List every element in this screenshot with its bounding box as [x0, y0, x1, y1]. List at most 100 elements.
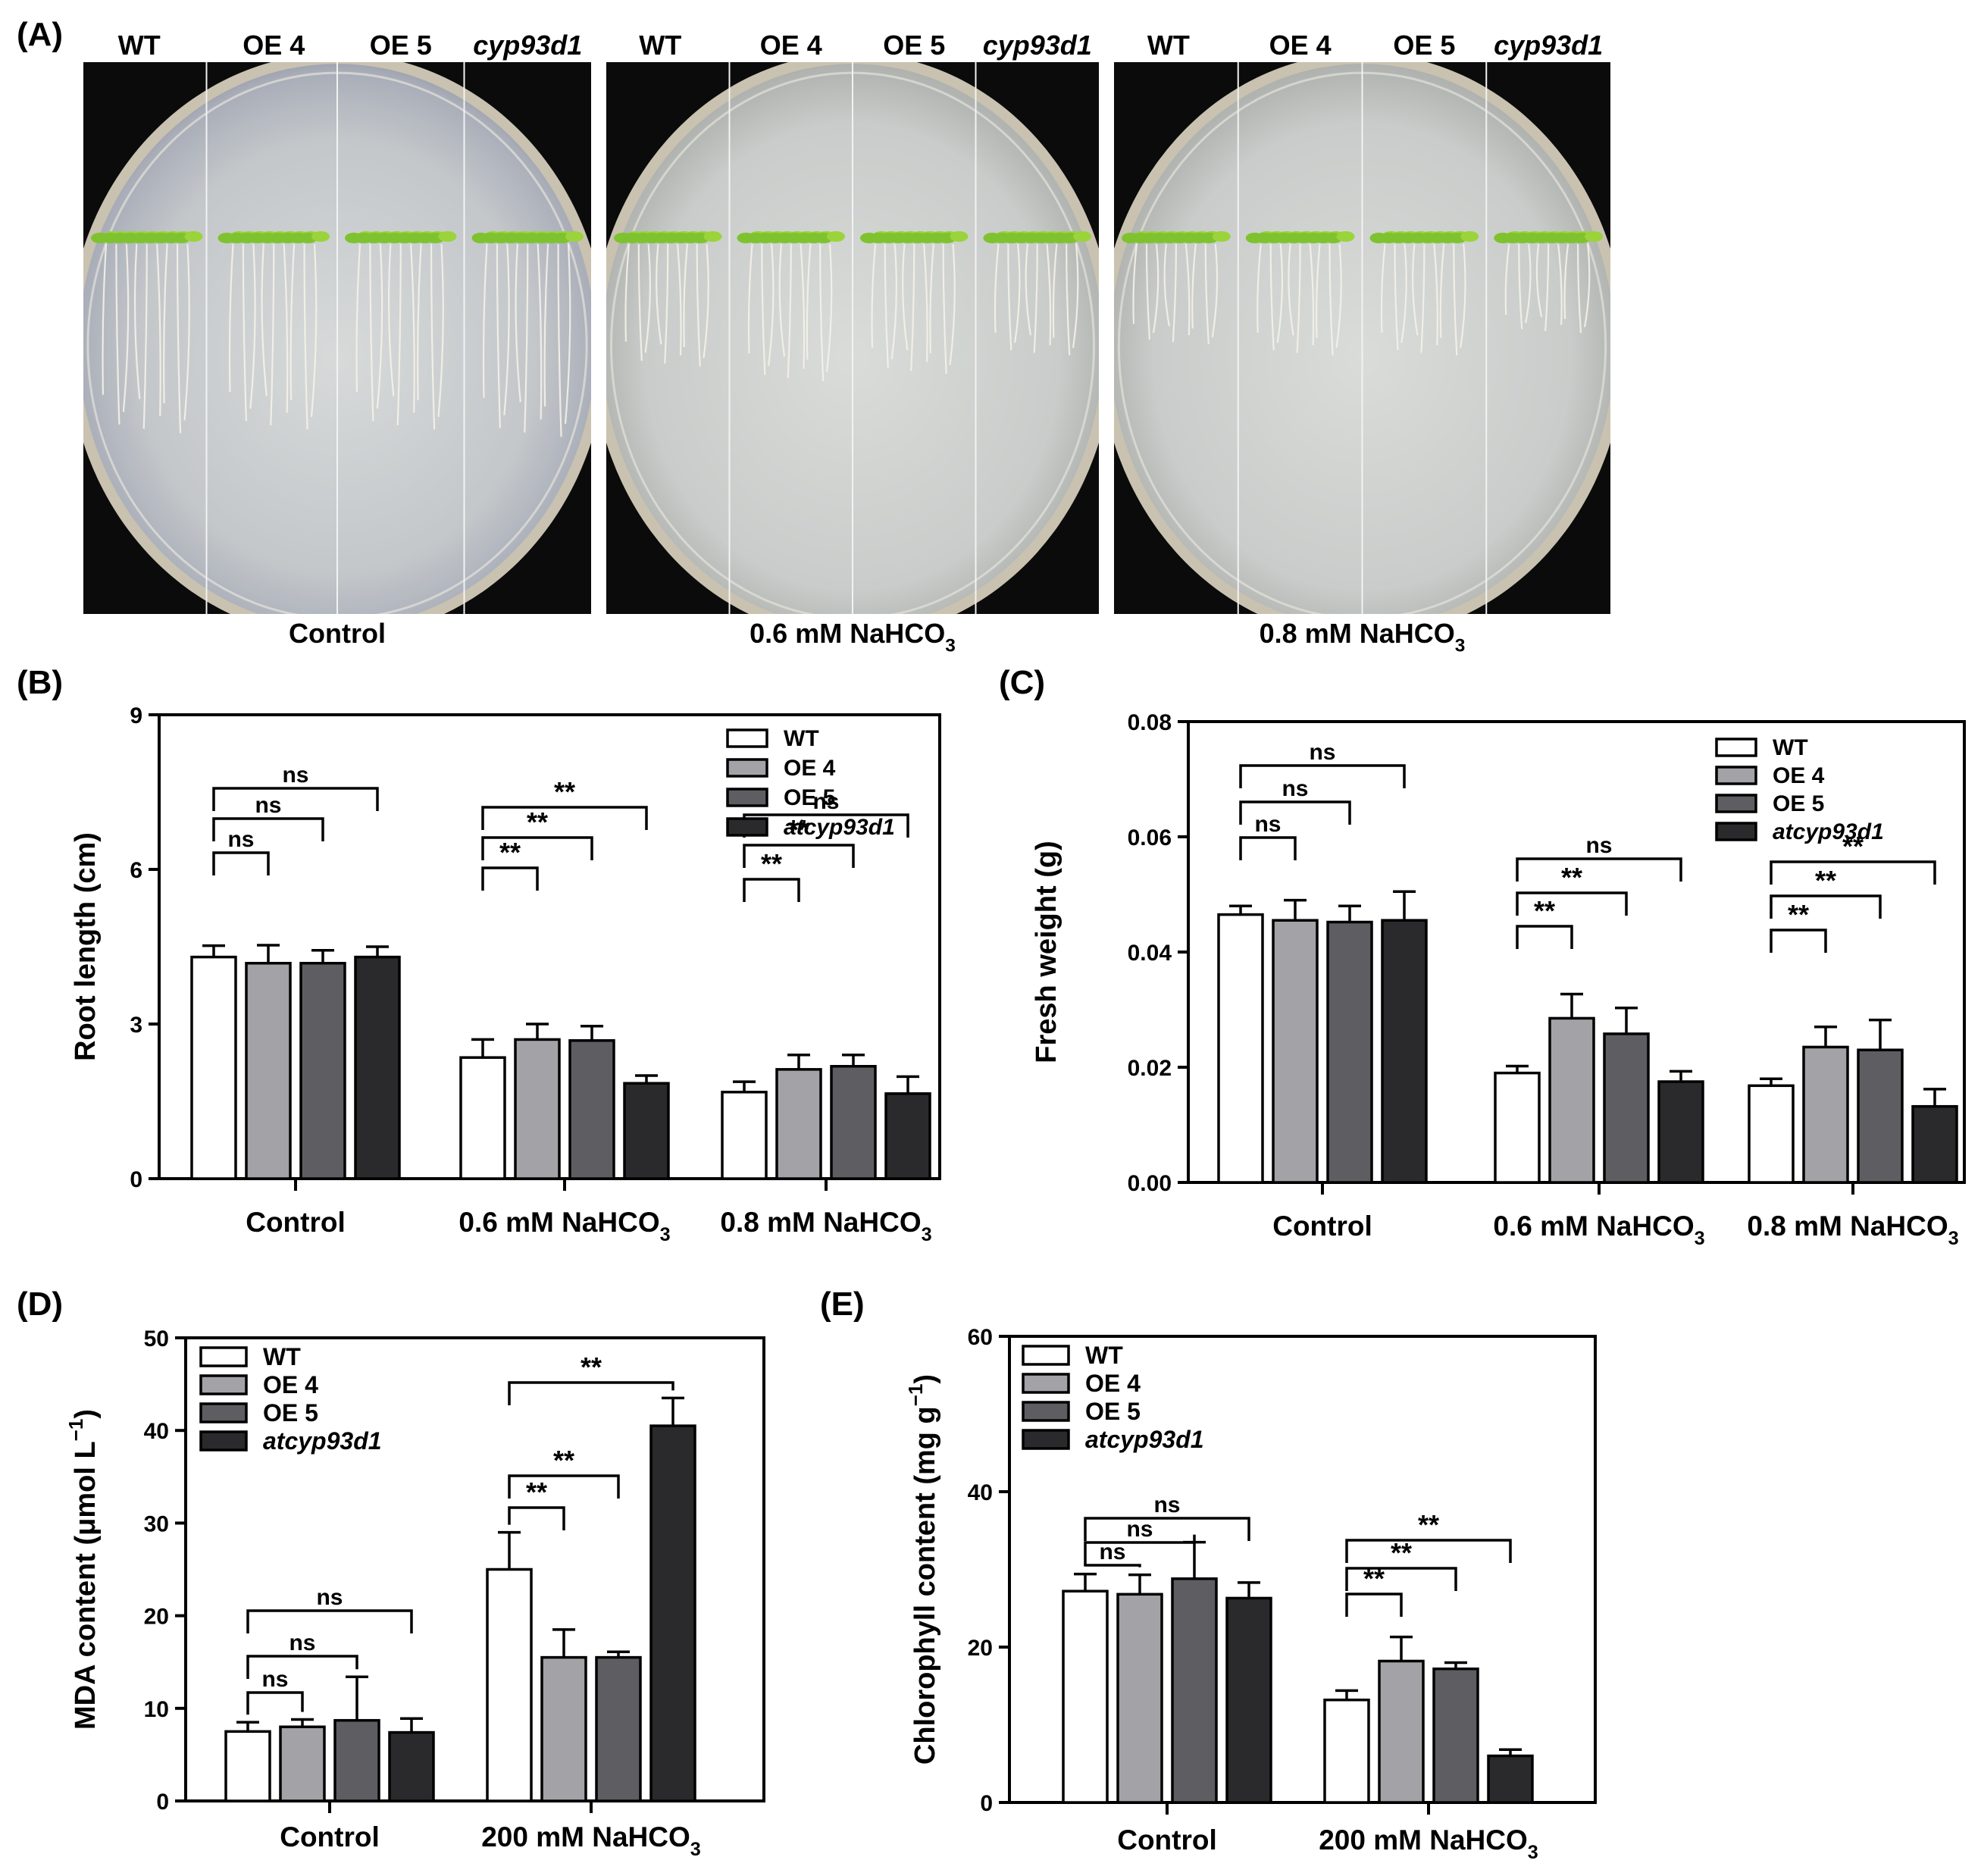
- leaf: [1073, 231, 1091, 242]
- bar: [1857, 1048, 1904, 1184]
- leaf: [827, 231, 845, 242]
- root: [624, 243, 631, 342]
- x-category-label: 200 mM NaHCO3: [1319, 1824, 1538, 1863]
- y-tick-label: 20: [144, 1605, 169, 1630]
- root: [1557, 243, 1563, 325]
- x-category-label-subscript: 3: [922, 1224, 932, 1245]
- column-label: OE 4: [1269, 30, 1332, 61]
- y-tick-label: 0.08: [1128, 710, 1172, 735]
- root: [747, 243, 753, 354]
- column-label: OE 5: [1393, 30, 1455, 61]
- y-tick-label: 10: [144, 1697, 169, 1722]
- seedling-row: [983, 231, 1091, 355]
- significance-bracket: [508, 1506, 565, 1530]
- root: [1518, 243, 1523, 330]
- significance-label: **: [581, 1351, 602, 1383]
- x-category-label-subscript: 3: [1528, 1842, 1538, 1863]
- significance-bracket: [1516, 925, 1573, 949]
- legend-label: OE 4: [1085, 1370, 1141, 1397]
- x-category-label-text: Control: [1117, 1824, 1217, 1856]
- x-category-label: 0.8 mM NaHCO3: [1747, 1210, 1958, 1249]
- bar: [540, 1655, 587, 1802]
- significance-label: ns: [1282, 776, 1308, 801]
- significance-bracket: [1345, 1593, 1403, 1617]
- legend-label: OE 5: [1085, 1398, 1141, 1425]
- bar: [775, 1068, 822, 1180]
- root: [242, 243, 248, 421]
- bar: [1432, 1667, 1479, 1804]
- legend-label: WT: [784, 726, 819, 751]
- leaf: [438, 231, 457, 242]
- significance-label: ns: [282, 763, 308, 788]
- root: [1453, 243, 1458, 355]
- root: [1276, 243, 1284, 343]
- root: [787, 243, 792, 378]
- bar: [649, 1424, 696, 1802]
- seedling-row: [91, 231, 203, 434]
- y-tick-label: 40: [968, 1480, 993, 1505]
- significance-bracket: [212, 787, 379, 811]
- root: [1257, 243, 1262, 334]
- root: [437, 243, 444, 418]
- bar: [884, 1092, 931, 1180]
- root: [524, 243, 529, 433]
- bar: [568, 1039, 615, 1180]
- plot-frame: [1008, 1335, 1597, 1804]
- x-category-label-text: Control: [246, 1207, 346, 1238]
- significance-label: **: [526, 1477, 547, 1508]
- y-tick-label: 0.02: [1128, 1056, 1172, 1081]
- panel-letter: (E): [820, 1286, 865, 1323]
- root: [1335, 243, 1342, 348]
- root: [115, 243, 120, 425]
- leaf: [1336, 231, 1355, 242]
- y-axis-label-superscript: −1: [64, 1419, 87, 1442]
- significance-label: ns: [1309, 740, 1335, 765]
- root: [1172, 243, 1177, 343]
- root: [515, 243, 521, 402]
- significance-label: **: [1534, 895, 1555, 926]
- x-category-label-text: 200 mM NaHCO: [1319, 1824, 1528, 1856]
- x-category-label-text: 0.6 mM NaHCO: [458, 1207, 659, 1238]
- column-label: OE 5: [370, 30, 432, 61]
- root: [910, 243, 915, 371]
- plate-caption-text: 0.6 mM NaHCO: [750, 618, 945, 649]
- bar: [1171, 1577, 1218, 1804]
- root: [1204, 243, 1210, 345]
- x-category-label: Control: [1272, 1210, 1372, 1242]
- root: [922, 243, 928, 362]
- significance-label: ns: [227, 827, 254, 852]
- bar: [1378, 1659, 1425, 1804]
- chart-mda-content: (D) 0 10 20 30 40 50 MDA content (μmol L−1) Cont…: [17, 1286, 765, 1860]
- bar: [1748, 1084, 1795, 1184]
- significance-label: ns: [1585, 833, 1612, 858]
- bar: [459, 1056, 506, 1180]
- root: [310, 243, 318, 418]
- chart-chlorophyll-content: (E) 0 20 40 60 Chlorophyll content (mg g−1) Co…: [820, 1286, 1597, 1863]
- legend-label: WT: [1085, 1342, 1123, 1369]
- root: [176, 243, 182, 434]
- bar: [514, 1038, 561, 1180]
- root: [303, 243, 308, 430]
- bar: [1326, 920, 1373, 1184]
- plate-caption: 0.6 mM NaHCO3: [750, 618, 956, 656]
- legend-swatch: [726, 788, 768, 807]
- plate-caption-text: Control: [289, 618, 386, 649]
- root: [1563, 243, 1569, 319]
- y-tick-label: 30: [144, 1511, 169, 1536]
- x-category-label-text: 0.8 mM NaHCO: [720, 1207, 921, 1238]
- legend-swatch: [1022, 1429, 1070, 1450]
- root: [1033, 243, 1038, 353]
- significance-bracket: [1239, 764, 1406, 788]
- bar: [224, 1730, 271, 1802]
- significance-bracket: [1770, 860, 1936, 885]
- significance-bracket: [508, 1381, 674, 1405]
- leaf: [1585, 231, 1603, 242]
- root: [1460, 243, 1466, 348]
- legend-swatch: [1715, 822, 1757, 841]
- bar: [299, 962, 346, 1180]
